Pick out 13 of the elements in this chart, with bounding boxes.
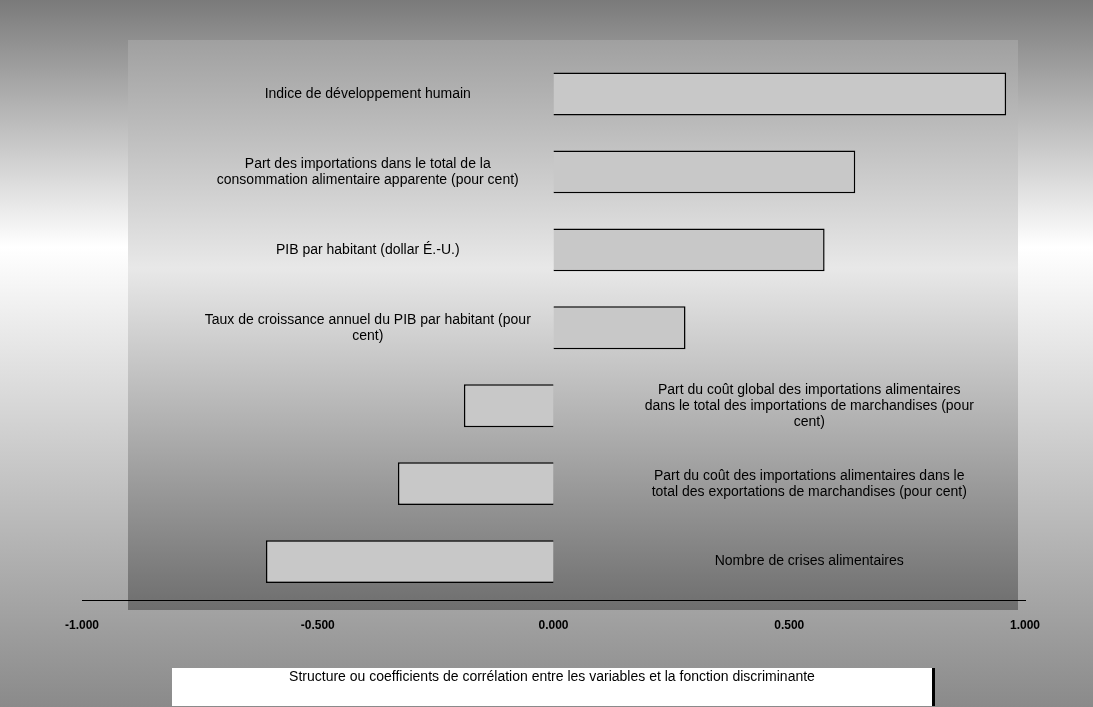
x-tick-label: 0.500	[774, 618, 805, 633]
x-tick-label: -0.500	[300, 618, 336, 633]
x-tick-label: -1.000	[64, 618, 100, 633]
y-tick-label: PIB par habitant (dollar É.-U.)	[275, 240, 460, 257]
x-tick-label: 0.000	[538, 618, 569, 633]
x-tick-label: 1.000	[1009, 618, 1041, 633]
y-tick-label: Part du coût des importations alimentaires dans le total des exportations de marchandises (pour cent)	[651, 466, 967, 499]
x-axis-title: Structure ou coefficients de corrélation entre les variables et la fonction discriminante	[172, 668, 935, 706]
y-tick-label: Part du coût global des importations alimentaires dans le total des importations de marchandises (pour cent)	[644, 380, 975, 429]
y-tick-label: Nombre de crises alimentaires	[714, 552, 904, 569]
y-tick-label: Taux de croissance annuel du PIB par habitant (pour cent)	[204, 310, 532, 343]
y-tick-label: Indice de développement humain	[264, 84, 471, 101]
y-tick-label: Part des importations dans le total de la consommation alimentaire apparente (pour cent)	[216, 154, 519, 187]
